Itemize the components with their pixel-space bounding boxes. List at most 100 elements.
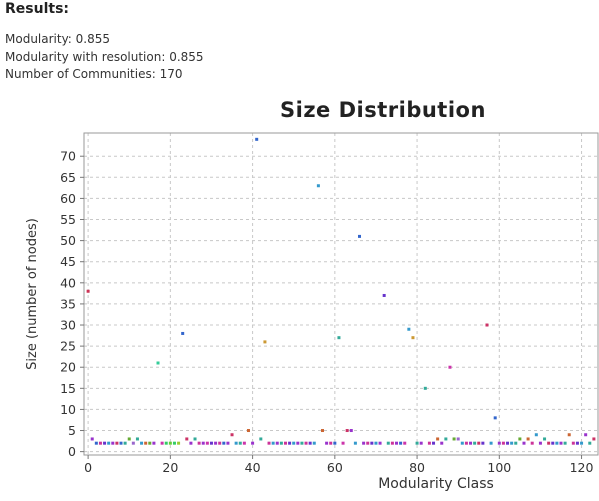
data-point (448, 365, 452, 369)
data-point (436, 437, 440, 441)
data-point (127, 437, 131, 441)
data-point (279, 441, 283, 445)
data-point (156, 361, 160, 365)
data-point (501, 441, 505, 445)
data-point (547, 441, 551, 445)
x-axis-label: Modularity Class (378, 476, 494, 492)
data-point (103, 441, 107, 445)
data-point (197, 441, 201, 445)
data-point (403, 441, 407, 445)
data-point (320, 429, 324, 433)
data-point (493, 416, 497, 420)
data-point (205, 441, 209, 445)
data-point (94, 441, 98, 445)
data-point (473, 441, 477, 445)
data-point (275, 441, 279, 445)
data-point (267, 441, 271, 445)
data-point (304, 441, 308, 445)
y-tick-label: 25 (60, 339, 76, 354)
data-point (230, 433, 234, 437)
data-point (378, 441, 382, 445)
y-tick-label: 35 (60, 296, 76, 311)
data-point (366, 441, 370, 445)
data-point (329, 441, 333, 445)
data-point (164, 441, 168, 445)
modularity-resolution-value: Modularity with resolution: 0.855 (5, 50, 204, 64)
data-point (407, 327, 411, 331)
data-point (292, 441, 296, 445)
grid (84, 133, 598, 455)
x-axis-ticks: 0 20 40 60 80 100 120 (84, 455, 594, 475)
data-point (111, 441, 115, 445)
data-point (386, 441, 390, 445)
data-point (148, 441, 152, 445)
data-point (185, 437, 189, 441)
data-point (510, 441, 514, 445)
x-tick-label: 100 (487, 460, 511, 475)
data-point (131, 441, 135, 445)
x-tick-label: 120 (570, 460, 594, 475)
data-point (522, 441, 526, 445)
data-point (456, 437, 460, 441)
data-point (115, 441, 119, 445)
data-point (497, 441, 501, 445)
data-point (514, 441, 518, 445)
data-point (308, 441, 312, 445)
data-point (460, 441, 464, 445)
data-point (123, 441, 127, 445)
data-point (107, 441, 111, 445)
data-point (255, 137, 259, 141)
data-point (312, 441, 316, 445)
data-point (370, 441, 374, 445)
data-point (444, 437, 448, 441)
data-point (469, 441, 473, 445)
data-point (423, 386, 427, 390)
data-point (543, 437, 547, 441)
data-point (584, 433, 588, 437)
data-point (333, 441, 337, 445)
y-tick-label: 40 (60, 275, 76, 290)
data-point (411, 336, 415, 340)
data-point (172, 441, 176, 445)
data-point (538, 441, 542, 445)
data-point (575, 441, 579, 445)
data-point (337, 336, 341, 340)
data-point (374, 441, 378, 445)
y-tick-label: 5 (68, 423, 76, 438)
data-point (526, 437, 530, 441)
y-tick-label: 10 (60, 402, 76, 417)
data-point (440, 441, 444, 445)
data-point (530, 441, 534, 445)
x-tick-label: 60 (327, 460, 343, 475)
data-point (477, 441, 481, 445)
data-point (559, 441, 563, 445)
data-point (222, 441, 226, 445)
data-point (218, 441, 222, 445)
data-point (485, 323, 489, 327)
data-point (300, 441, 304, 445)
y-tick-label: 30 (60, 318, 76, 333)
y-tick-label: 70 (60, 149, 76, 164)
data-point (358, 234, 362, 238)
data-point (214, 441, 218, 445)
data-point (193, 437, 197, 441)
data-point (395, 441, 399, 445)
y-tick-label: 20 (60, 360, 76, 375)
data-point (580, 441, 584, 445)
data-point (382, 293, 386, 297)
data-point (251, 441, 255, 445)
data-point (464, 441, 468, 445)
data-point (489, 441, 493, 445)
data-point (588, 441, 592, 445)
y-tick-label: 0 (68, 444, 76, 459)
data-point (201, 441, 205, 445)
y-tick-label: 65 (60, 170, 76, 185)
data-point (481, 441, 485, 445)
data-point (90, 437, 94, 441)
data-point (177, 441, 181, 445)
modularity-value: Modularity: 0.855 (5, 32, 111, 46)
data-point (555, 441, 559, 445)
y-tick-label: 60 (60, 191, 76, 206)
data-point (567, 433, 571, 437)
